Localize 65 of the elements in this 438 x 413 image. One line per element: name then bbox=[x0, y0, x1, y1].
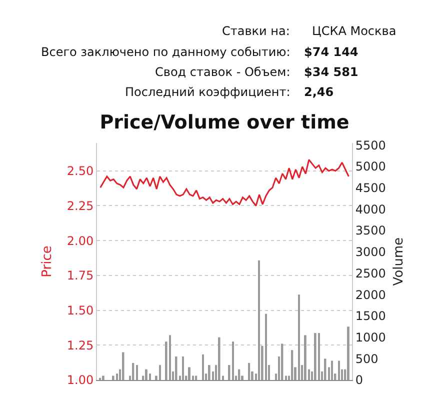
bar bbox=[324, 358, 326, 380]
bar bbox=[169, 335, 171, 380]
y2-tick-label: 1000 bbox=[355, 330, 386, 344]
y2-tick-label: 5000 bbox=[355, 160, 386, 174]
y-tick-label: 2.50 bbox=[66, 164, 94, 178]
line-series bbox=[100, 158, 350, 206]
text: Свод ставок - Объем: bbox=[155, 65, 290, 79]
text: Всего заключено по данному событию: bbox=[41, 45, 290, 59]
bar bbox=[175, 356, 178, 380]
bar bbox=[195, 376, 198, 380]
bar bbox=[112, 376, 114, 380]
y-tick-label: 1.50 bbox=[66, 303, 94, 318]
y2-tick-label: 0 bbox=[355, 373, 364, 388]
bar bbox=[122, 352, 124, 380]
bar bbox=[291, 350, 294, 380]
bar bbox=[318, 333, 320, 380]
bar bbox=[149, 374, 151, 380]
y-tick-label: 1.25 bbox=[66, 338, 94, 352]
bar bbox=[298, 294, 300, 380]
y2-tick-label: 3500 bbox=[355, 224, 386, 238]
text: $34 581 bbox=[304, 65, 358, 79]
y2-axis-title: Volume bbox=[392, 237, 407, 286]
bar bbox=[159, 365, 161, 380]
text: ЦСКА Москва bbox=[312, 24, 396, 38]
bar bbox=[331, 360, 333, 380]
bar bbox=[265, 314, 267, 380]
bar bbox=[102, 376, 104, 380]
y2-tick-label: 2500 bbox=[355, 266, 386, 280]
y-axis-title: Price bbox=[40, 246, 55, 278]
y2-tick-label: 1500 bbox=[355, 309, 386, 324]
bar bbox=[182, 356, 184, 380]
text: 2,46 bbox=[304, 85, 334, 99]
bar bbox=[304, 335, 306, 380]
bar bbox=[116, 374, 118, 380]
bar bbox=[238, 369, 240, 380]
bar bbox=[145, 369, 148, 380]
y-tick-label: 1.75 bbox=[66, 268, 94, 283]
y2-tick-label: 4000 bbox=[355, 202, 386, 216]
bar bbox=[248, 362, 250, 380]
bar bbox=[232, 342, 234, 380]
bar bbox=[258, 260, 260, 380]
bar bbox=[208, 365, 210, 380]
bar bbox=[132, 362, 134, 380]
bar bbox=[338, 360, 340, 380]
y-tick-label: 2.00 bbox=[66, 234, 94, 248]
y2-tick-label: 5500 bbox=[355, 138, 386, 152]
y2-tick-label: 4500 bbox=[355, 181, 386, 196]
bar bbox=[347, 326, 350, 380]
chart-title: Price/Volume over time bbox=[100, 112, 350, 134]
bar bbox=[285, 376, 287, 380]
bar bbox=[136, 365, 138, 380]
text: Последний коэффициент: bbox=[125, 85, 290, 99]
bar bbox=[228, 365, 230, 380]
y-tick-label: 1.00 bbox=[66, 373, 94, 388]
y2-tick-label: 500 bbox=[355, 352, 378, 366]
y2-tick-label: 2000 bbox=[355, 288, 386, 302]
bar bbox=[218, 337, 220, 380]
bar bbox=[202, 354, 204, 380]
y2-tick-label: 3000 bbox=[355, 245, 386, 260]
text: Ставки на: bbox=[222, 24, 290, 38]
text: $74 144 bbox=[304, 45, 358, 59]
bar bbox=[314, 333, 316, 380]
bar bbox=[188, 367, 190, 380]
y-tick-label: 2.25 bbox=[66, 198, 94, 213]
bar bbox=[281, 344, 284, 380]
